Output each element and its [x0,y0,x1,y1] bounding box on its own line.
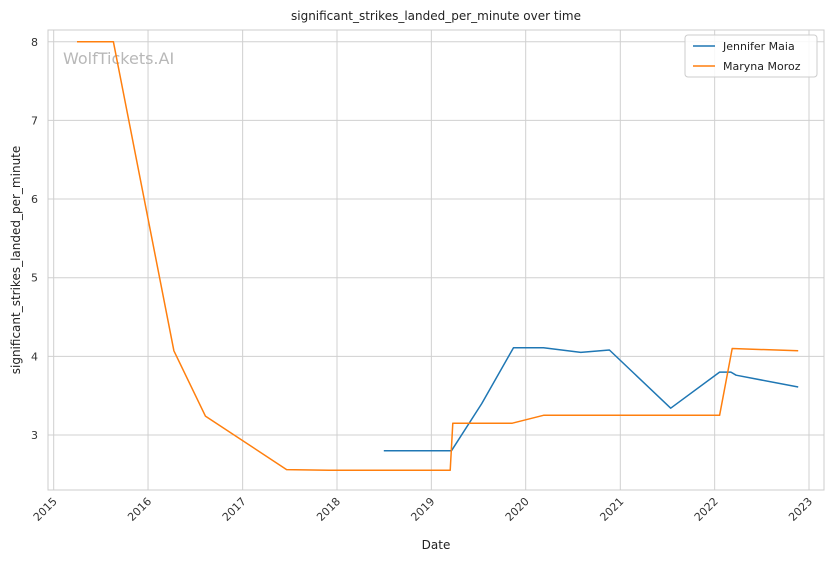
y-tick-label: 5 [31,272,38,285]
y-tick-label: 8 [31,36,38,49]
y-tick-label: 4 [31,350,38,363]
legend-label: Maryna Moroz [723,60,801,73]
plot-area [47,29,825,491]
legend-box [684,34,818,78]
x-tick-label: 2022 [692,495,721,524]
x-tick-label: 2015 [31,495,60,524]
y-axis-label: significant_strikes_landed_per_minute [9,146,23,375]
y-tick-label: 3 [31,429,38,442]
x-tick-label: 2020 [503,495,532,524]
x-tick-label: 2017 [220,495,249,524]
x-tick-labels: 2015 2016 2017 2018 2019 2020 2021 2022 2023 [31,495,815,524]
x-tick-label: 2016 [125,495,154,524]
x-tick-label: 2023 [786,495,815,524]
y-tick-label: 6 [31,193,38,206]
x-tick-label: 2021 [597,495,626,524]
legend-label: Jennifer Maia [722,40,795,53]
x-axis-label: Date [422,538,451,552]
y-tick-label: 7 [31,114,38,127]
x-tick-label: 2019 [408,495,437,524]
y-tick-labels: 3 4 5 6 7 8 [31,36,38,442]
series-line-1 [383,346,799,452]
series-lines [77,41,799,472]
gridlines [48,30,824,490]
watermark: WolfTickets.AI [63,49,174,68]
x-tick-label: 2018 [314,495,343,524]
chart-title: significant_strikes_landed_per_minute ov… [291,9,581,23]
legend: Jennifer Maia Maryna Moroz [684,34,818,78]
series-line-2 [77,41,799,472]
